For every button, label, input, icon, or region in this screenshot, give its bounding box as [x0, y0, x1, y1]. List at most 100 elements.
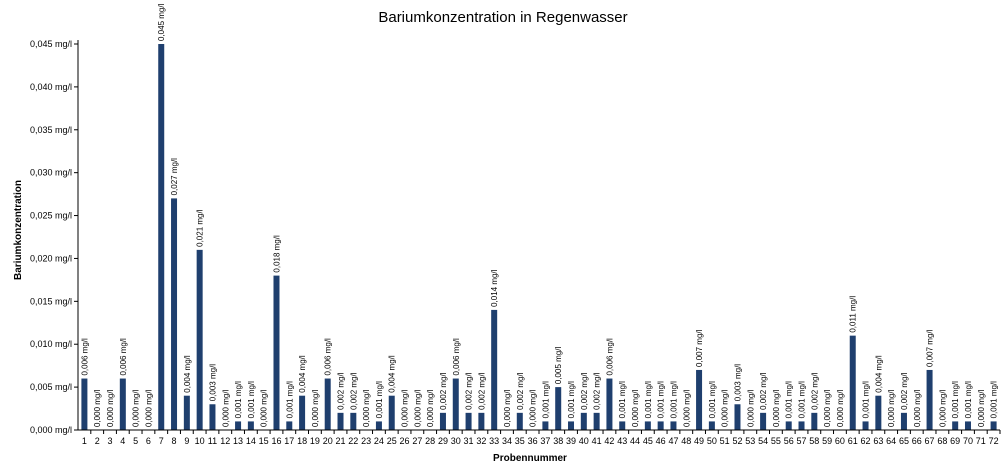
x-tick-label: 68 [937, 436, 947, 446]
x-tick-label: 11 [208, 436, 217, 446]
x-tick-label: 21 [336, 436, 346, 446]
data-label: 0,011 mg/l [849, 296, 858, 333]
data-label: 0,000 mg/l [772, 389, 781, 427]
data-label: 0,000 mg/l [401, 389, 410, 427]
x-tick-label: 57 [797, 436, 807, 446]
x-tick-label: 50 [707, 436, 717, 446]
bar [926, 369, 933, 430]
bar [337, 412, 344, 430]
x-tick-label: 14 [246, 436, 256, 446]
x-tick-label: 69 [950, 436, 960, 446]
bar [273, 275, 280, 430]
x-tick-label: 1 [82, 436, 87, 446]
x-tick-label: 3 [108, 436, 113, 446]
data-label: 0,002 mg/l [465, 372, 474, 410]
y-tick-label: 0,005 mg/l [30, 382, 72, 392]
bar [644, 421, 651, 430]
data-label: 0,001 mg/l [285, 381, 294, 419]
x-tick-label: 72 [989, 436, 999, 446]
data-label: 0,021 mg/l [196, 209, 205, 247]
data-label: 0,004 mg/l [298, 355, 307, 393]
data-label: 0,000 mg/l [260, 389, 269, 427]
bar [196, 249, 203, 430]
x-tick-label: 26 [400, 436, 410, 446]
x-tick-label: 33 [489, 436, 499, 446]
x-tick-label: 2 [95, 436, 100, 446]
y-axis: 0,000 mg/l 0,005 mg/l 0,010 mg/l 0,015 mg/l… [30, 39, 79, 435]
bar [798, 421, 805, 430]
x-tick-label: 15 [259, 436, 269, 446]
x-tick-label: 28 [425, 436, 435, 446]
bar [350, 412, 357, 430]
x-tick-label: 48 [681, 436, 691, 446]
bar [478, 412, 485, 430]
data-label: 0,001 mg/l [247, 381, 256, 419]
data-label: 0,000 mg/l [413, 389, 422, 427]
x-tick-label: 36 [528, 436, 538, 446]
data-label: 0,001 mg/l [567, 381, 576, 419]
y-tick-label: 0,035 mg/l [30, 125, 72, 135]
data-label: 0,000 mg/l [529, 389, 538, 427]
data-label: 0,000 mg/l [682, 389, 691, 427]
x-tick-label: 16 [271, 436, 281, 446]
data-label: 0,003 mg/l [733, 364, 742, 402]
x-tick-label: 65 [899, 436, 909, 446]
data-label: 0,002 mg/l [900, 372, 909, 410]
data-label: 0,018 mg/l [272, 235, 281, 273]
x-tick-label: 12 [220, 436, 230, 446]
data-label: 0,006 mg/l [324, 338, 333, 376]
x-tick-label: 42 [604, 436, 614, 446]
x-axis-title: Probennummer [493, 453, 567, 462]
data-label: 0,002 mg/l [593, 372, 602, 410]
x-tick-label: 58 [809, 436, 819, 446]
bar [952, 421, 959, 430]
y-axis-title: Bariumkonzentration [13, 180, 24, 280]
x-tick-label: 18 [297, 436, 307, 446]
data-label: 0,001 mg/l [669, 381, 678, 419]
data-label: 0,045 mg/l [157, 3, 166, 41]
bar [465, 412, 472, 430]
x-tick-label: 7 [159, 436, 164, 446]
x-tick-label: 19 [310, 436, 320, 446]
data-label: 0,002 mg/l [477, 372, 486, 410]
x-tick-label: 34 [502, 436, 512, 446]
data-label: 0,005 mg/l [554, 347, 563, 385]
x-tick-label: 54 [758, 436, 768, 446]
bar [670, 421, 677, 430]
data-label: 0,006 mg/l [119, 338, 128, 376]
x-tick-label: 66 [912, 436, 922, 446]
x-tick-label: 49 [694, 436, 704, 446]
bars [81, 44, 997, 430]
data-label: 0,014 mg/l [490, 269, 499, 307]
data-label: 0,000 mg/l [144, 389, 153, 427]
y-tick-label: 0,040 mg/l [30, 82, 72, 92]
x-tick-label: 56 [784, 436, 794, 446]
y-tick-label: 0,045 mg/l [30, 39, 72, 49]
data-label: 0,004 mg/l [388, 355, 397, 393]
data-label: 0,001 mg/l [798, 381, 807, 419]
data-label: 0,006 mg/l [605, 338, 614, 376]
x-tick-label: 55 [771, 436, 781, 446]
data-label: 0,000 mg/l [221, 389, 230, 427]
x-tick-label: 9 [184, 436, 189, 446]
x-tick-label: 47 [668, 436, 678, 446]
bar [785, 421, 792, 430]
bar [516, 412, 523, 430]
data-label: 0,004 mg/l [874, 355, 883, 393]
data-label: 0,001 mg/l [964, 381, 973, 419]
bar [183, 395, 190, 430]
data-label: 0,000 mg/l [938, 389, 947, 427]
x-tick-label: 30 [451, 436, 461, 446]
data-label: 0,001 mg/l [990, 381, 999, 419]
data-label: 0,000 mg/l [887, 389, 896, 427]
x-tick-label: 31 [464, 436, 474, 446]
x-tick-label: 27 [412, 436, 422, 446]
bar [81, 378, 88, 430]
bar [286, 421, 293, 430]
data-label: 0,002 mg/l [759, 372, 768, 410]
bar [580, 412, 587, 430]
bar [375, 421, 382, 430]
x-tick-label: 13 [233, 436, 243, 446]
data-label: 0,000 mg/l [721, 389, 730, 427]
x-tick-label: 64 [886, 436, 896, 446]
